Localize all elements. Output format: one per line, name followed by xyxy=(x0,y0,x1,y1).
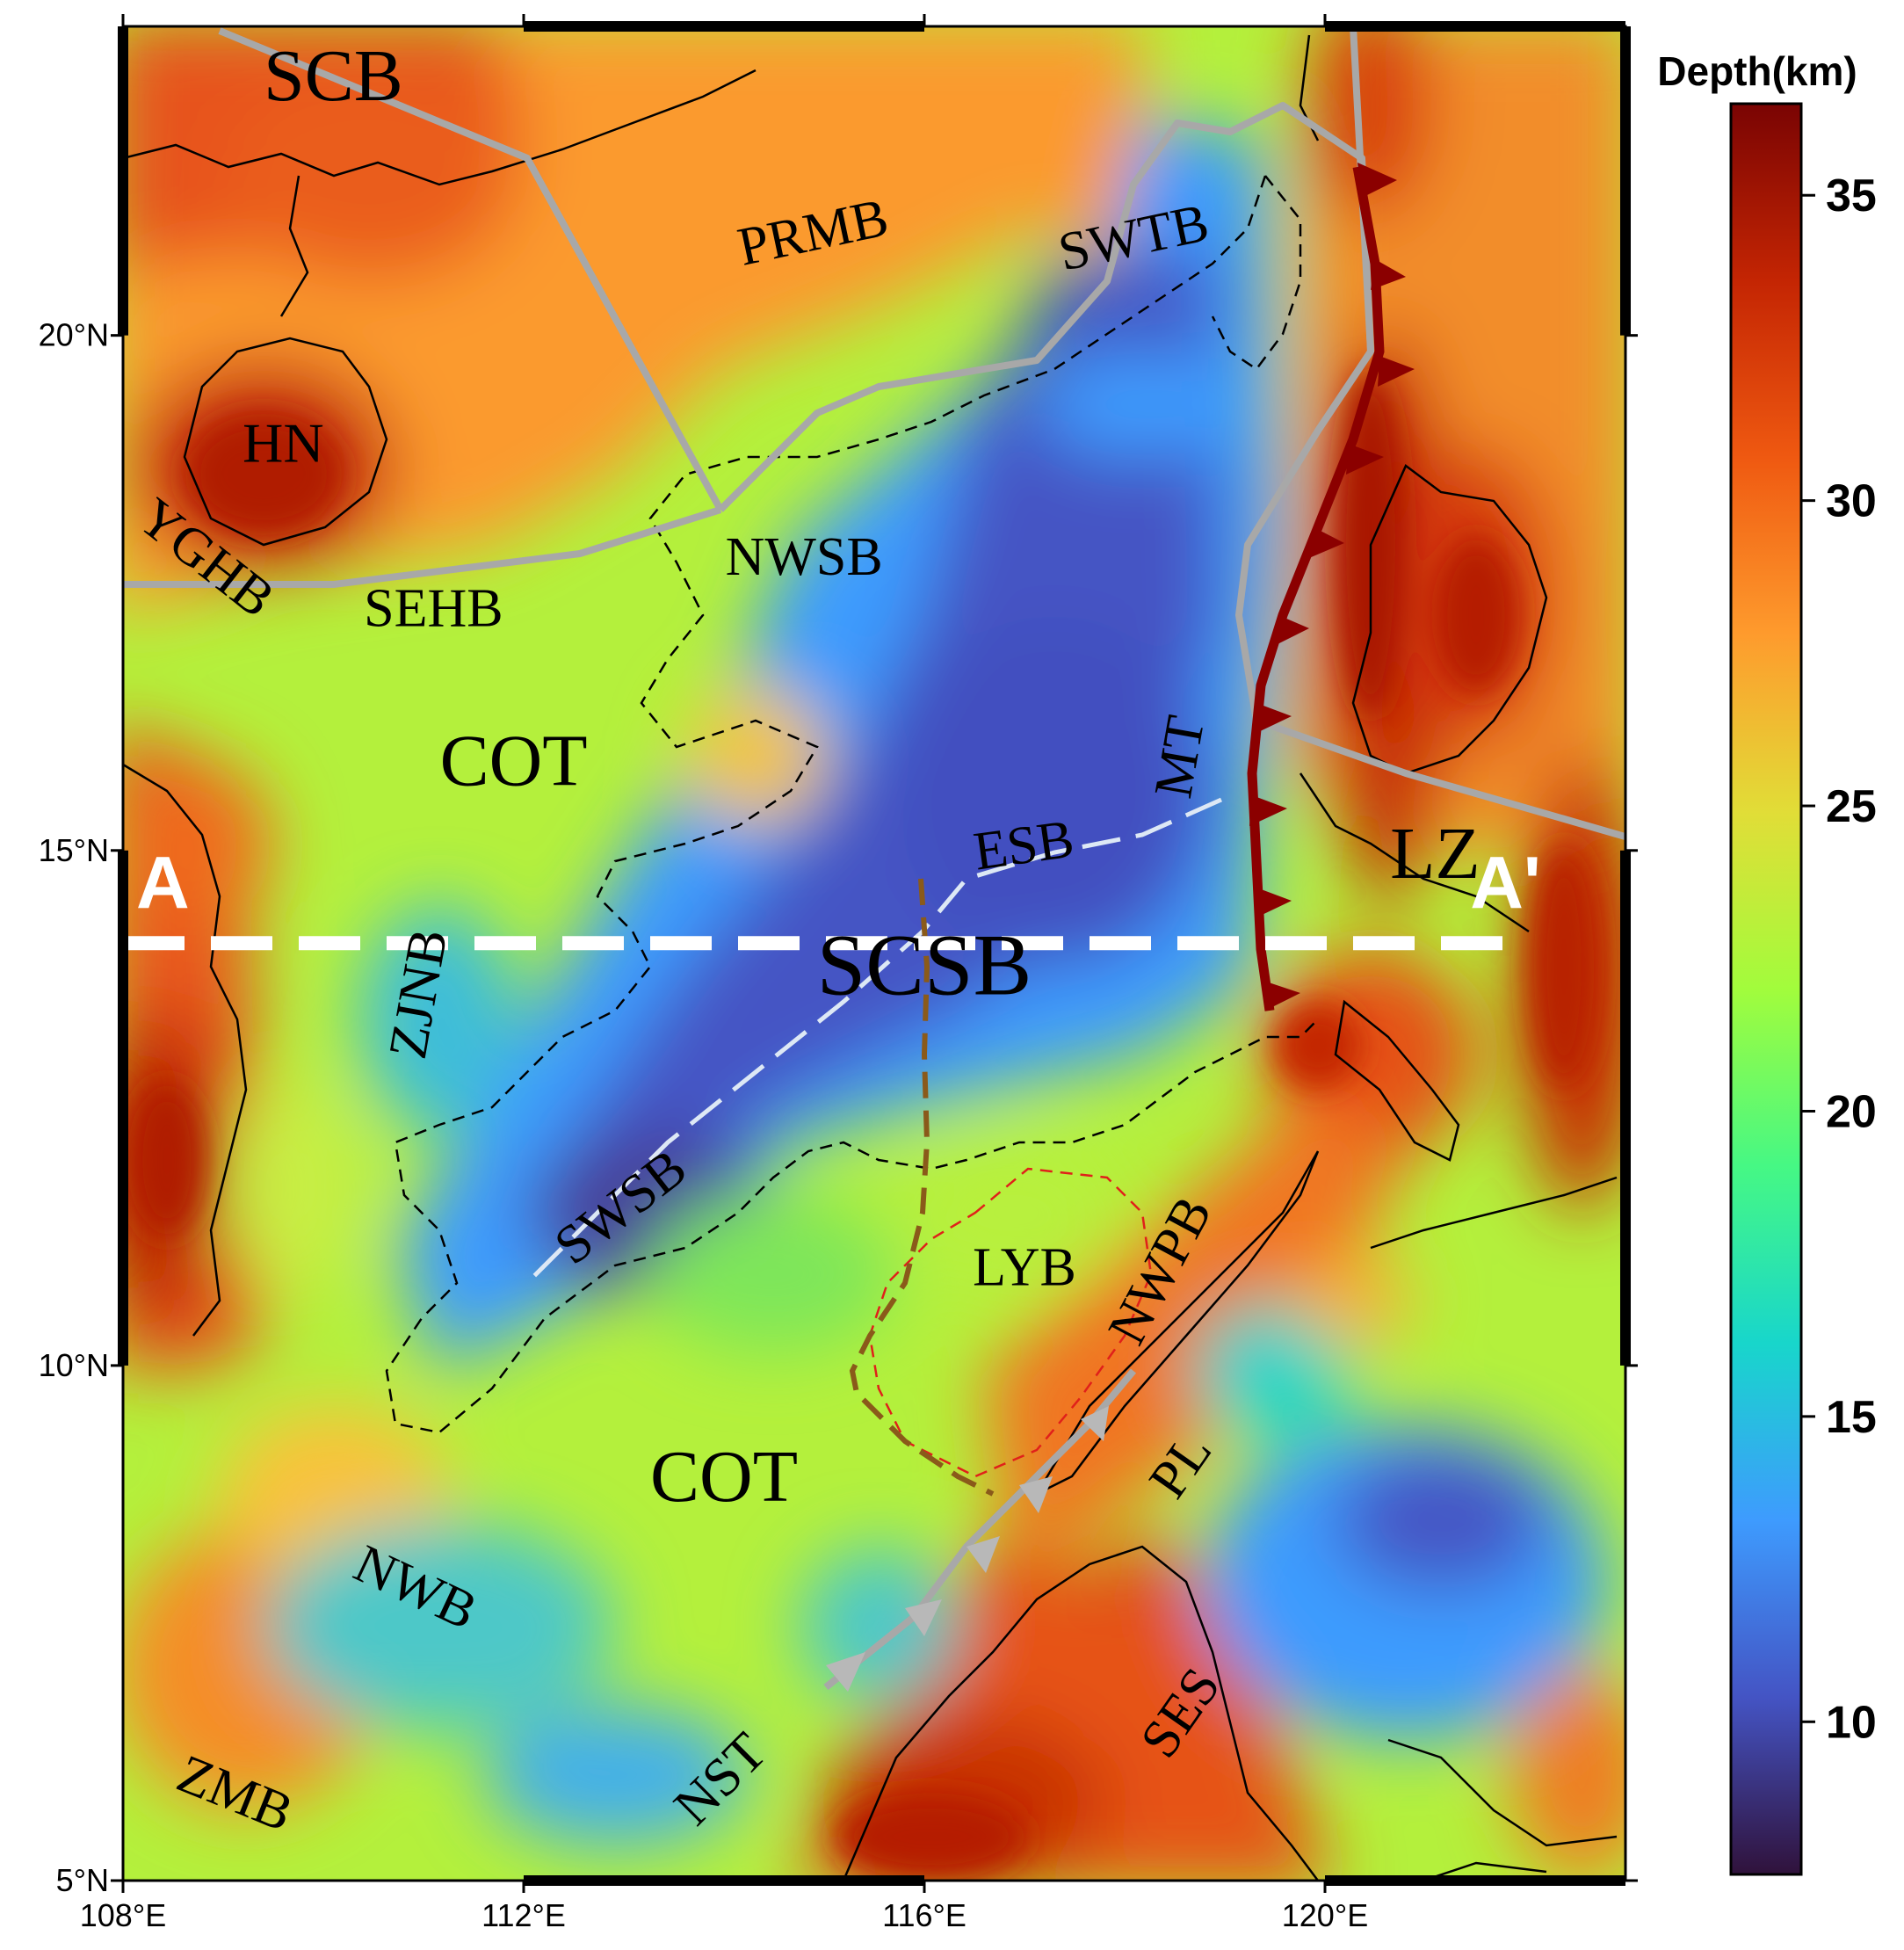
manila-trench-triangles xyxy=(1249,163,1415,1011)
colorbar-tick-label: 25 xyxy=(1826,781,1877,832)
profile-end-label: A' xyxy=(1470,841,1541,924)
tectonic-block-boundaries xyxy=(123,26,1625,1691)
map-frame-scale-bars xyxy=(118,21,1631,1886)
region-label-cot: COT xyxy=(440,720,588,801)
frame-bar-right xyxy=(1620,850,1631,1366)
colorbar-title: Depth(km) xyxy=(1657,48,1857,94)
frame-bar-bottom xyxy=(1325,1875,1625,1886)
lat-tick-label: 10°N xyxy=(39,1347,109,1383)
colorbar-tick-label: 35 xyxy=(1826,170,1877,221)
lyb-boundary xyxy=(868,1167,1153,1478)
lon-tick-label: 120°E xyxy=(1282,1897,1368,1933)
lon-tick-label: 116°E xyxy=(882,1897,966,1933)
colorbar-tick-label: 10 xyxy=(1826,1697,1877,1748)
colorbar-tick-label: 15 xyxy=(1826,1392,1877,1443)
profile-start-label: A xyxy=(136,841,190,924)
coastlines xyxy=(123,34,1618,1881)
frame-bar-bottom xyxy=(524,1875,924,1886)
region-label-sehb: SEHB xyxy=(364,578,503,638)
frame-bar-left xyxy=(118,26,128,336)
region-label-lz: LZ xyxy=(1390,813,1480,895)
region-label-esb: ESB xyxy=(970,808,1077,881)
lat-tick-label: 15°N xyxy=(39,832,109,868)
frame-bar-right xyxy=(1620,26,1631,336)
trench-triangles xyxy=(826,1406,1109,1692)
colorbar-tick-label: 30 xyxy=(1826,476,1877,527)
spreading-ridge-axis xyxy=(525,797,1223,1285)
colorbar-ticks: 35 30 25 20 15 10 xyxy=(1801,170,1877,1748)
lon-tick-label: 112°E xyxy=(481,1897,566,1933)
frame-bar-top xyxy=(1325,21,1625,32)
cob-boundary xyxy=(849,878,995,1497)
region-label-mt: MT xyxy=(1143,712,1216,802)
basin-boundary-contour xyxy=(385,175,1319,1434)
region-label-nwsb: NWSB xyxy=(726,527,883,587)
crustal-depth-field: A A' xyxy=(123,26,1625,1881)
colorbar-tick-label: 20 xyxy=(1826,1086,1877,1137)
colorbar xyxy=(1729,102,1803,1876)
frame-bar-left xyxy=(118,850,128,1366)
region-label-scsb: SCSB xyxy=(817,916,1032,1013)
region-label-lyb: LYB xyxy=(973,1238,1076,1298)
region-label-scb: SCB xyxy=(264,35,403,117)
region-label-cot: COT xyxy=(650,1436,798,1518)
lat-tick-label: 5°N xyxy=(56,1862,109,1898)
lon-tick-label: 108°E xyxy=(80,1897,166,1933)
frame-bar-top xyxy=(524,21,924,32)
region-label-hn: HN xyxy=(243,411,323,474)
axis-ticks: 108°E 112°E 116°E 120°E 20°N 15°N 10°N 5°N xyxy=(39,14,1638,1933)
lat-tick-label: 20°N xyxy=(39,317,109,353)
